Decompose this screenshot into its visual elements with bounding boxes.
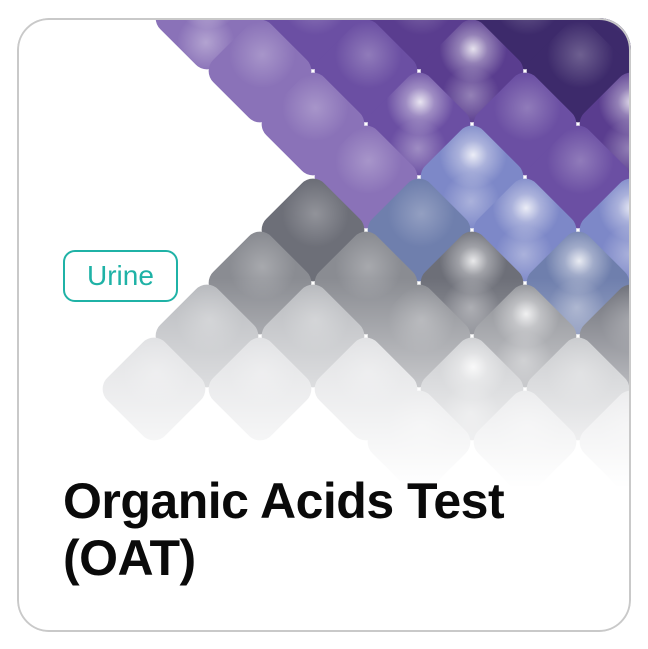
product-card: Urine Organic Acids Test (OAT) — [17, 18, 631, 632]
sample-type-label: Urine — [87, 260, 154, 291]
sample-type-badge: Urine — [63, 250, 178, 302]
card-title-line1: Organic Acids Test — [63, 473, 504, 529]
card-title: Organic Acids Test (OAT) — [63, 473, 585, 588]
card-title-line2: (OAT) — [63, 530, 196, 586]
card-title-wrap: Organic Acids Test (OAT) — [63, 473, 585, 588]
